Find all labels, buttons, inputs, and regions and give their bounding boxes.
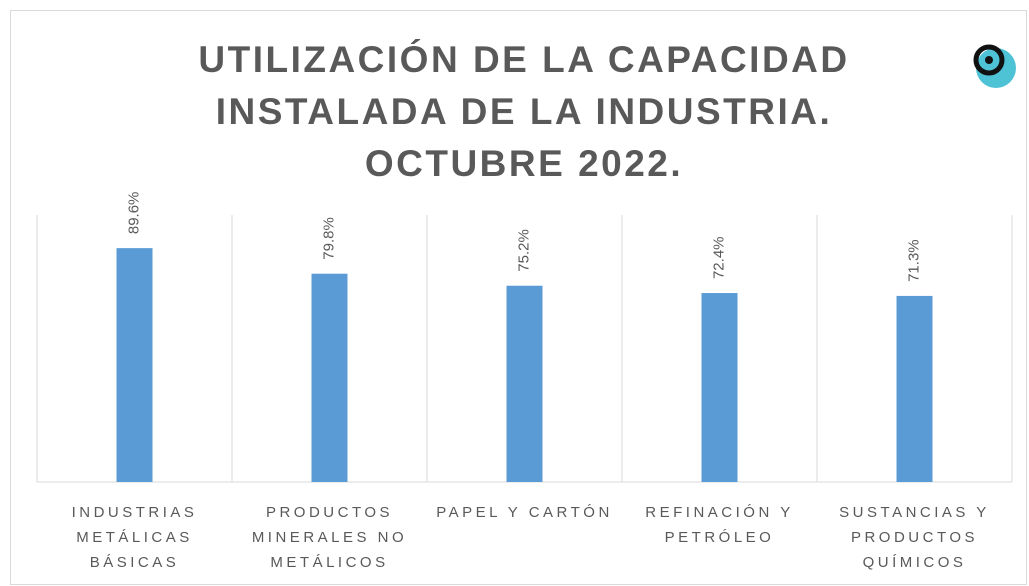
x-tick-label: INDUSTRIAS METÁLICAS BÁSICAS xyxy=(71,504,198,571)
data-label: 89.6% xyxy=(125,192,142,235)
x-tick-label: SUSTANCIAS Y PRODUCTOS QUÍMICOS xyxy=(839,504,990,571)
bar xyxy=(896,295,933,482)
data-label: 75.2% xyxy=(515,229,532,272)
data-label: 79.8% xyxy=(320,217,337,260)
data-label: 72.4% xyxy=(710,236,727,279)
bar xyxy=(506,285,543,482)
x-tick-label: PAPEL Y CARTÓN xyxy=(436,504,613,521)
bar xyxy=(701,293,738,482)
data-label: 71.3% xyxy=(905,239,922,282)
bar xyxy=(311,273,348,482)
bar xyxy=(116,248,153,482)
x-tick-label: REFINACIÓN Y PETRÓLEO xyxy=(645,504,794,546)
logo xyxy=(985,56,993,64)
chart-title: UTILIZACIÓN DE LA CAPACIDAD INSTALADA DE… xyxy=(198,39,850,184)
x-tick-label: PRODUCTOS MINERALES NO METÁLICOS xyxy=(251,504,408,571)
logo xyxy=(973,44,1005,76)
chart-frame xyxy=(10,10,1027,585)
